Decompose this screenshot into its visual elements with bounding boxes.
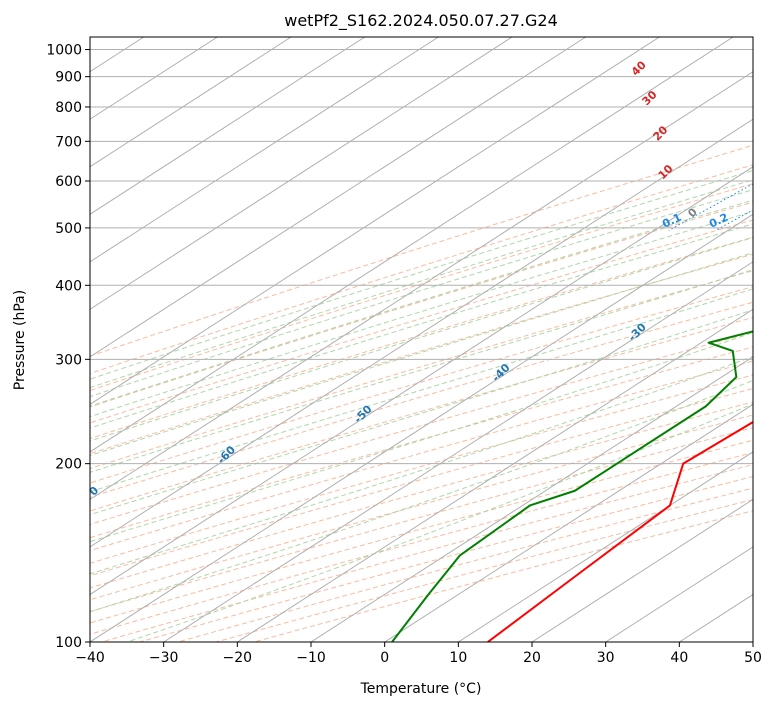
- dry-adiabat-line: [90, 164, 753, 375]
- x-tick-label: 10: [449, 650, 467, 666]
- dry-adiabat-line: [90, 301, 753, 498]
- x-tick-label: −10: [296, 650, 326, 666]
- moist-adiabat-line: [90, 269, 753, 473]
- isotherm-gridline: [90, 166, 753, 596]
- dry-adiabat-line: [90, 219, 753, 424]
- x-tick-label: 50: [744, 650, 762, 666]
- isotherm-gridline: [458, 451, 753, 642]
- dry-adiabat-line: [90, 253, 753, 455]
- chart-title: wetPf2_S162.2024.050.07.27.G24: [284, 11, 558, 31]
- dry-adiabat-line: [90, 346, 753, 539]
- x-axis-label: Temperature (°C): [360, 681, 482, 697]
- y-tick-label: 900: [55, 70, 82, 86]
- x-tick-label: 30: [597, 650, 615, 666]
- grid-layer: [90, 37, 753, 642]
- y-tick-label: 300: [55, 352, 82, 368]
- isotherm-gridline: [90, 37, 292, 168]
- x-tick-label: 20: [523, 650, 541, 666]
- y-tick-label: 700: [55, 134, 82, 150]
- moist-adiabat-line: [90, 179, 753, 389]
- x-tick-label: 40: [670, 650, 688, 666]
- moist-adiabat-line: [90, 252, 753, 457]
- y-tick-label: 500: [55, 221, 82, 237]
- isotherm-gridline: [237, 308, 753, 642]
- y-tick-label: 600: [55, 174, 82, 190]
- axes-layer: −40 −30 −20 −10 0 10 20 30 40 50 100 200 300 400 500 60…: [46, 43, 762, 666]
- isotherm-gridline: [90, 213, 753, 642]
- dry-adiabat-line: [90, 201, 753, 408]
- x-tick-label: −30: [149, 650, 179, 666]
- dry-adiabat-line: [90, 270, 753, 470]
- isotherm-gridline: [90, 37, 513, 310]
- dry-adiabat-line: [90, 388, 753, 577]
- moist-adiabat-line: [90, 169, 753, 380]
- isotherm-gridline: [163, 261, 753, 642]
- moist-adiabat-line: [90, 236, 753, 442]
- dry-adiabat-line: [90, 374, 753, 564]
- temperature-profile-line: [487, 420, 753, 642]
- x-tick-label: −20: [223, 650, 253, 666]
- isotherm-gridline: [90, 37, 660, 405]
- x-tick-label: 0: [380, 650, 389, 666]
- isotherm-gridline: [90, 37, 439, 263]
- dewpoint-profile-line: [391, 330, 753, 642]
- isotherm-gridline: [90, 37, 734, 453]
- y-tick-label: 1000: [46, 43, 82, 59]
- isotherm-gridline: [531, 498, 753, 642]
- isotherm-gridline: [90, 118, 753, 548]
- dry-adiabat-line: [90, 331, 753, 525]
- series-layer: [391, 330, 753, 642]
- moist-adiabat-line: [90, 210, 753, 418]
- isotherm-gridline: [310, 356, 753, 642]
- isotherm-gridline: [90, 37, 366, 215]
- isotherm-gridline: [90, 37, 587, 358]
- x-tick-label: −40: [75, 650, 105, 666]
- y-tick-label: 400: [55, 278, 82, 294]
- y-tick-label: 200: [55, 457, 82, 473]
- isotherm-gridline: [90, 71, 753, 501]
- moist-adiabat-line: [90, 189, 753, 398]
- dry-adiabat-line: [90, 360, 753, 552]
- dry-adiabat-label: -70: [78, 484, 101, 507]
- dry-adiabat-line: [90, 183, 753, 391]
- moist-adiabat-line: [90, 309, 753, 516]
- y-tick-label: 800: [55, 100, 82, 116]
- dry-adiabat-line: [90, 236, 753, 440]
- y-tick-label: 100: [55, 635, 82, 651]
- y-axis-label: Pressure (hPa): [12, 290, 28, 390]
- plot-frame: [89, 36, 754, 643]
- isotherm-gridline: [384, 403, 753, 642]
- dry-adiabat-line: [90, 286, 753, 484]
